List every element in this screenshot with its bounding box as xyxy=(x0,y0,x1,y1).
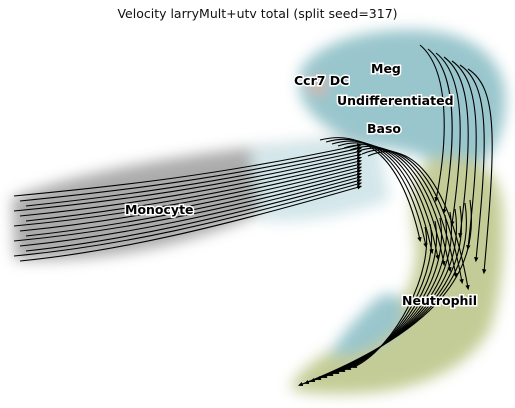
streamline xyxy=(19,156,363,217)
streamline xyxy=(443,56,469,239)
streamline xyxy=(327,214,447,376)
streamline xyxy=(355,147,458,279)
streamline xyxy=(13,153,363,212)
streamline xyxy=(345,223,432,370)
streamline xyxy=(427,48,453,215)
label-monocyte: Monocyte xyxy=(125,202,194,217)
label-meg: Meg xyxy=(371,61,401,76)
streamline xyxy=(19,146,363,202)
streamline xyxy=(325,138,428,249)
streamline xyxy=(13,182,363,257)
streamline xyxy=(321,211,452,379)
streamline xyxy=(13,162,363,227)
streamline xyxy=(419,44,445,203)
streamline xyxy=(367,151,470,291)
chart-title: Velocity larryMult+utv total (split seed… xyxy=(117,6,398,21)
cloud-edge xyxy=(330,294,404,356)
streamline xyxy=(435,52,461,227)
streamline xyxy=(25,169,363,237)
streamlines xyxy=(13,44,493,387)
label-ccr7-dc: Ccr7 DC xyxy=(294,73,349,88)
streamline xyxy=(467,68,493,275)
streamline xyxy=(19,165,363,232)
streamline xyxy=(451,60,477,251)
streamline xyxy=(361,149,464,285)
streamline xyxy=(19,175,363,247)
streamline xyxy=(25,149,363,207)
streamline xyxy=(339,220,437,372)
cluster-labels: Ccr7 DC Meg Undifferentiated Baso Monocy… xyxy=(124,60,479,310)
streamline xyxy=(352,226,427,368)
streamline xyxy=(19,185,363,262)
streamline xyxy=(459,64,485,263)
streamline xyxy=(331,140,434,255)
cloud-ccr7 xyxy=(311,79,325,93)
streamline xyxy=(333,217,442,374)
cloud-progenitor xyxy=(300,29,506,165)
streamline xyxy=(13,143,363,197)
cloud-neutrophil xyxy=(290,157,504,395)
label-undifferentiated: Undifferentiated xyxy=(337,93,454,108)
label-neutrophil: Neutrophil xyxy=(402,293,477,308)
streamline xyxy=(25,159,363,222)
label-baso: Baso xyxy=(367,121,401,136)
streamline xyxy=(13,172,363,242)
streamline xyxy=(25,178,363,252)
cluster-clouds xyxy=(12,29,506,395)
